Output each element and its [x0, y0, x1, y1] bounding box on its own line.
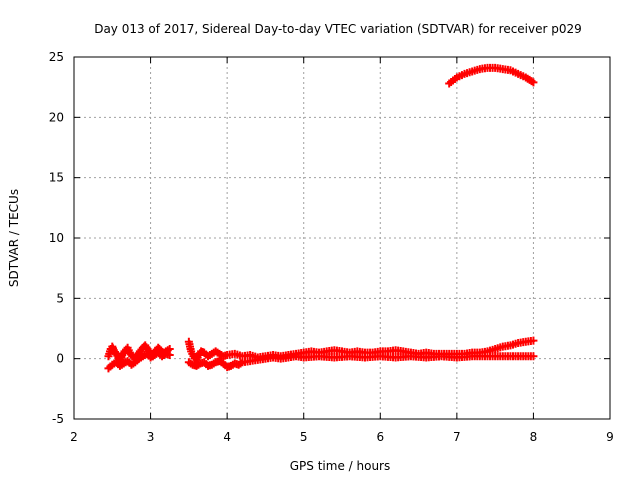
series-arc-b	[104, 348, 174, 373]
grid-lines	[74, 57, 610, 419]
x-tick-label: 4	[223, 430, 231, 444]
x-axis: 2 3 4 5 6 7 8 9	[70, 57, 614, 444]
x-tick-label: 9	[606, 430, 614, 444]
y-tick-label: 10	[49, 231, 64, 245]
x-axis-label: GPS time / hours	[290, 459, 391, 473]
x-tick-label: 7	[453, 430, 461, 444]
y-tick-label: 20	[49, 110, 64, 124]
data-points	[104, 63, 538, 373]
y-tick-label: 15	[49, 171, 64, 185]
data-point-marker	[165, 351, 174, 360]
y-axis: -5 0 5 10 15 20 25	[49, 50, 610, 426]
data-point-marker	[529, 78, 538, 87]
data-point-marker	[529, 336, 538, 345]
y-tick-label: -5	[52, 412, 64, 426]
series-arc-d	[184, 354, 270, 372]
y-tick-label: 25	[49, 50, 64, 64]
chart-title: Day 013 of 2017, Sidereal Day-to-day VTE…	[94, 22, 582, 36]
series-arc-f	[261, 352, 538, 363]
y-tick-label: 5	[56, 291, 64, 305]
y-axis-label: SDTVAR / TECUs	[7, 189, 21, 287]
x-tick-label: 6	[376, 430, 384, 444]
series-arc-g	[445, 63, 538, 88]
x-tick-label: 5	[300, 430, 308, 444]
x-tick-label: 2	[70, 430, 78, 444]
y-tick-label: 0	[56, 352, 64, 366]
x-tick-label: 8	[530, 430, 538, 444]
x-tick-label: 3	[147, 430, 155, 444]
data-point-marker	[529, 352, 538, 361]
